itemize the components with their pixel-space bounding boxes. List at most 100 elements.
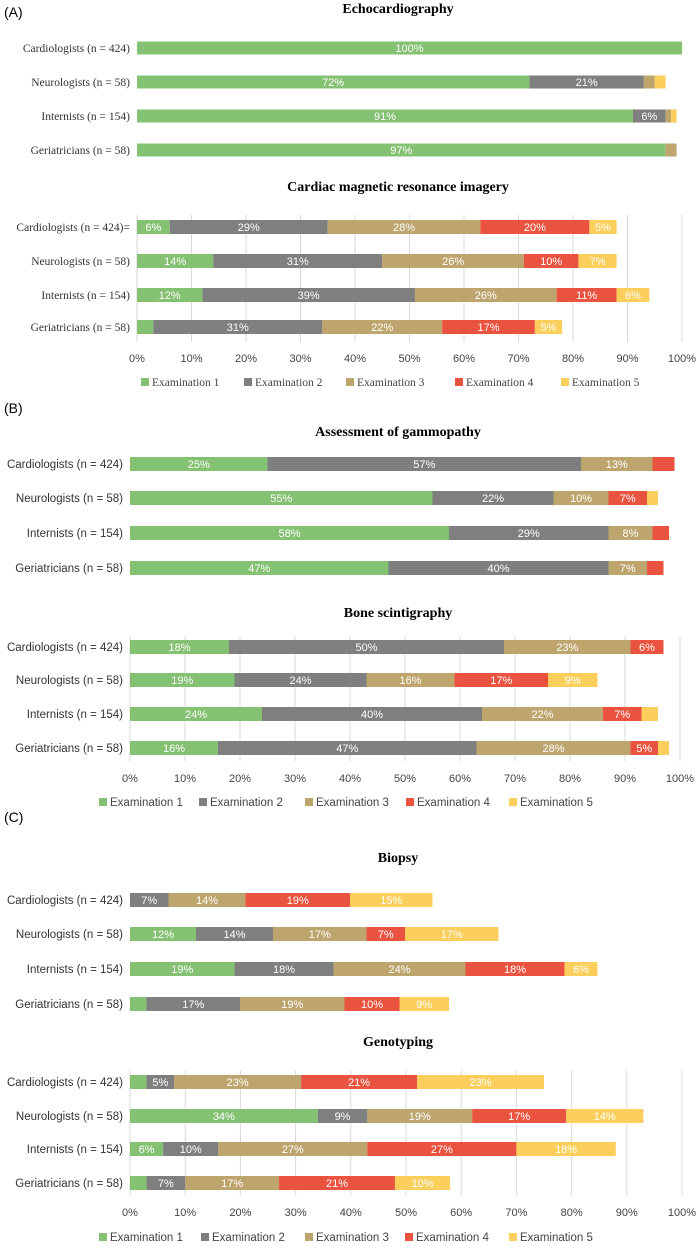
legend-label-examination-4: Examination 4 — [416, 1232, 489, 1244]
x-tick-label: 40% — [339, 773, 361, 785]
bar-segment-examination-3 — [665, 143, 677, 157]
x-tick-label: 80% — [559, 773, 581, 785]
bar-segment-examination-2 — [146, 997, 240, 1011]
data-label: 26% — [442, 256, 464, 268]
data-label: 23% — [227, 1077, 249, 1089]
data-label: 17% — [221, 1178, 243, 1190]
data-label: 10% — [361, 999, 383, 1011]
x-tick-label: 70% — [507, 353, 529, 365]
bar-segment-examination-4 — [556, 288, 617, 302]
bar-segment-examination-5 — [548, 673, 598, 687]
data-label: 7% — [378, 929, 394, 941]
bar-segment-examination-4 — [480, 220, 590, 234]
bar-segment-examination-1 — [130, 491, 433, 505]
data-label: 91% — [374, 111, 396, 123]
chart-cardiac-magnetic-resonance-imagery: Cardiologists (n = 424)= Neurologists (n … — [16, 215, 696, 389]
bar-segment-examination-3 — [168, 893, 246, 907]
data-label: 27% — [431, 1144, 453, 1156]
bar-segment-examination-1 — [130, 962, 235, 976]
bar-segment-examination-5 — [671, 109, 677, 123]
panel-label-a: (A) — [4, 4, 23, 20]
data-label: 9% — [335, 1111, 351, 1123]
x-tick-label: 50% — [394, 773, 416, 785]
category-label: Geriatricians (n = 58) — [15, 563, 123, 575]
category-label: Cardiologists (n = 424)= — [16, 222, 130, 234]
data-label: 6% — [639, 642, 655, 654]
data-label: 6% — [139, 1144, 155, 1156]
x-tick-label: 90% — [616, 1207, 638, 1219]
legend-label-examination-1: Examination 1 — [152, 377, 220, 389]
category-label: Internists (n = 154) — [41, 111, 130, 123]
category-label: Geriatricians (n = 58) — [15, 743, 123, 755]
legend-label-examination-2: Examination 2 — [255, 377, 323, 389]
data-label: 18% — [555, 1144, 577, 1156]
bar-segment-examination-2 — [388, 561, 609, 575]
data-label: 19% — [281, 999, 303, 1011]
data-label: 14% — [223, 929, 245, 941]
bar-segment-examination-2 — [218, 741, 477, 755]
legend-swatch-examination-5 — [561, 378, 569, 386]
bar-segment-examination-1 — [137, 41, 682, 55]
data-label: 6% — [625, 290, 641, 302]
data-label: 100% — [395, 43, 423, 55]
data-label: 22% — [371, 322, 393, 334]
x-tick-label: 50% — [398, 353, 420, 365]
panel-label-b: (B) — [4, 400, 23, 416]
data-label: 58% — [278, 528, 300, 540]
bar-segment-examination-1 — [130, 640, 229, 654]
bar-segment-examination-3 — [174, 1075, 302, 1089]
legend-swatch-examination-3 — [305, 1233, 313, 1241]
bar-segment-examination-4 — [465, 962, 565, 976]
bar-segment-examination-2 — [529, 75, 644, 89]
x-tick-label: 40% — [340, 1207, 362, 1219]
data-label: 7% — [614, 709, 630, 721]
chart-title-gammopathy: Assessment of gammopathy — [315, 425, 481, 440]
bar-segment-examination-2 — [202, 288, 415, 302]
bar-segment-examination-4 — [367, 1142, 517, 1156]
data-label: 13% — [606, 459, 628, 471]
legend-swatch-examination-2 — [201, 1233, 209, 1241]
category-label: Cardiologists (n = 424) — [7, 1077, 123, 1089]
chart-bone-scintigraphy: Cardiologists (n = 424) Neurologists (n =… — [7, 636, 694, 809]
bar-segment-examination-3 — [643, 75, 655, 89]
x-tick-label: 50% — [395, 1207, 417, 1219]
bar-segment-examination-5 — [566, 1109, 644, 1123]
data-label: 34% — [213, 1111, 235, 1123]
bar-segment-examination-2 — [234, 962, 334, 976]
data-label: 10% — [412, 1178, 434, 1190]
bar-segment-examination-1 — [130, 927, 196, 941]
data-label: 5% — [541, 322, 557, 334]
bar-segment-examination-3 — [322, 320, 443, 334]
bar-segment-examination-4 — [344, 997, 400, 1011]
bar-segment-examination-3 — [382, 254, 524, 268]
data-label: 47% — [248, 563, 270, 575]
bar-segment-examination-3 — [665, 109, 672, 123]
data-label: 14% — [196, 895, 218, 907]
data-label: 12% — [152, 929, 174, 941]
data-label: 15% — [380, 895, 402, 907]
data-label: 14% — [164, 256, 186, 268]
chart-title-biopsy: Biopsy — [378, 851, 418, 866]
legend-label-examination-4: Examination 4 — [417, 797, 490, 809]
data-label: 31% — [227, 322, 249, 334]
bar-segment-examination-1 — [137, 320, 154, 334]
bar-segment-examination-1 — [130, 673, 235, 687]
data-label: 14% — [594, 1111, 616, 1123]
x-tick-label: 20% — [235, 353, 257, 365]
bar-segment-examination-5 — [516, 1142, 616, 1156]
data-label: 39% — [298, 290, 320, 302]
bar-segment-examination-2 — [146, 1176, 186, 1190]
x-tick-label: 0% — [122, 773, 138, 785]
category-label: Neurologists (n = 58) — [31, 256, 130, 268]
bar-segment-examination-5 — [399, 997, 449, 1011]
bar-segment-examination-4 — [647, 561, 664, 575]
legend-label-examination-3: Examination 3 — [316, 797, 389, 809]
bar-segment-examination-4 — [630, 640, 664, 654]
bar-segment-examination-5 — [616, 288, 650, 302]
legend-swatch-examination-4 — [455, 378, 463, 386]
legend-swatch-examination-1 — [99, 1233, 107, 1241]
x-tick-label: 10% — [174, 1207, 196, 1219]
bar-segment-examination-4 — [301, 1075, 418, 1089]
data-label: 24% — [388, 964, 410, 976]
